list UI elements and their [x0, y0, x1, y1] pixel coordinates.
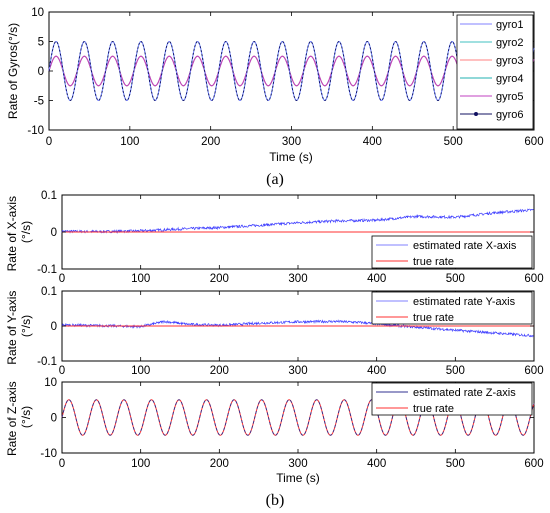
- y-tick-label: -0.1: [37, 264, 57, 276]
- legend-marker-gyro6: [474, 112, 478, 116]
- y-tick-label: -10: [40, 448, 57, 460]
- legend-label-gyro6: gyro6: [496, 109, 524, 121]
- legend: estimated rate X-axis true rate: [371, 235, 533, 269]
- x-tick-label: 200: [210, 458, 229, 470]
- y-tick-label: 0.1: [41, 190, 57, 202]
- y-axis-label: Rate of X-axis (°/s): [5, 193, 33, 272]
- x-tick-label: 100: [131, 273, 150, 285]
- x-axis-rate-chart: 0 100 200 300 400 500 600 -0.1 0 0.1 Rat…: [5, 190, 544, 285]
- x-tick-label: 300: [288, 273, 307, 285]
- x-tick-label: 400: [363, 136, 382, 148]
- x-tick-label: 300: [282, 136, 301, 148]
- x-tick-label: 400: [367, 365, 386, 377]
- y-tick-labels: -0.1 0 0.1: [37, 286, 57, 368]
- y-axis-label: Rate of Y-axis (°/s): [5, 287, 33, 364]
- legend-label-gyro4: gyro4: [496, 73, 524, 85]
- z-axis-rate-chart: 0 100 200 300 400 500 600 -10 0 10 Time …: [5, 377, 544, 509]
- y-tick-label: -0.1: [37, 356, 57, 368]
- series-line-gyro5: [48, 55, 535, 87]
- x-tick-label: 200: [210, 365, 229, 377]
- legend-box: [456, 14, 534, 130]
- y-axis-label-line2: (°/s): [19, 315, 33, 337]
- x-tick-label: 500: [444, 136, 463, 148]
- sublabel-a: (a): [266, 171, 284, 188]
- x-tick-label: 0: [59, 458, 65, 470]
- legend-label-true: true rate: [413, 256, 454, 268]
- x-tick-label: 500: [446, 458, 465, 470]
- x-tick-label: 600: [524, 273, 543, 285]
- legend-box: [371, 382, 533, 416]
- series-line-estimated-rate: [61, 319, 534, 338]
- gyro-rate-chart: 0 100 200 300 400 500 600 -10 -5 0 5 10 …: [6, 7, 544, 188]
- y-tick-label: 5: [38, 37, 44, 49]
- x-tick-label: 0: [59, 365, 65, 377]
- sublabel-b: (b): [266, 492, 285, 509]
- legend-box: [371, 235, 533, 269]
- y-tick-label: 10: [44, 377, 57, 389]
- x-tick-labels: 0 100 200 300 400 500 600: [59, 365, 544, 377]
- x-tick-label: 400: [367, 458, 386, 470]
- y-axis-rate-chart: 0 100 200 300 400 500 600 -0.1 0 0.1 Rat…: [5, 286, 544, 377]
- series-layer: [61, 194, 535, 270]
- x-axis-label: Time (s): [276, 471, 320, 485]
- x-tick-label: 600: [524, 365, 543, 377]
- y-tick-labels: -10 -5 0 5 10: [27, 7, 44, 137]
- legend: estimated rate Z-axis true rate: [371, 382, 533, 416]
- y-tick-label: 0: [38, 66, 44, 78]
- x-tick-label: 400: [367, 273, 386, 285]
- y-tick-label: -5: [34, 96, 44, 108]
- y-tick-label: 0: [51, 227, 57, 239]
- x-tick-label: 100: [120, 136, 139, 148]
- x-tick-label: 0: [46, 136, 52, 148]
- series-line-estimated-rate: [61, 208, 534, 234]
- y-axis-label-line2: (°/s): [19, 406, 33, 428]
- y-tick-label: -10: [27, 125, 44, 137]
- legend-label-true: true rate: [413, 312, 454, 324]
- x-tick-label: 0: [59, 273, 65, 285]
- x-tick-label: 600: [524, 136, 543, 148]
- legend-label-estimated: estimated rate Z-axis: [413, 387, 516, 399]
- y-axis-label: Rate of Z-axis (°/s): [5, 378, 33, 456]
- plot-frame: [48, 11, 535, 131]
- y-axis-label-line1: Rate of Z-axis: [5, 381, 19, 456]
- x-tick-label: 300: [288, 365, 307, 377]
- legend-label-gyro5: gyro5: [496, 91, 524, 103]
- legend-label-gyro2: gyro2: [496, 37, 524, 49]
- x-tick-labels: 0 100 200 300 400 500 600: [46, 136, 544, 148]
- y-axis-label-line1: Rate of X-axis: [5, 196, 19, 271]
- y-tick-label: 0: [51, 321, 57, 333]
- x-tick-label: 200: [210, 273, 229, 285]
- y-tick-label: 0: [51, 413, 57, 425]
- legend: estimated rate Y-axis true rate: [371, 291, 533, 325]
- x-axis-label: Time (s): [269, 150, 313, 164]
- legend-label-true: true rate: [413, 403, 454, 415]
- y-tick-labels: -10 0 10: [40, 377, 57, 460]
- x-tick-label: 100: [131, 365, 150, 377]
- y-axis-label: Rate of Gyros(°/s): [6, 23, 20, 119]
- y-axis-label-line2: (°/s): [19, 221, 33, 243]
- x-tick-labels: 0 100 200 300 400 500 600: [59, 458, 544, 470]
- y-tick-label: 10: [31, 7, 44, 19]
- x-tick-label: 600: [524, 458, 543, 470]
- x-tick-label: 200: [201, 136, 220, 148]
- series-layer: [48, 11, 535, 131]
- x-tick-label: 500: [446, 365, 465, 377]
- legend-label-estimated: estimated rate Y-axis: [413, 296, 516, 308]
- x-tick-label: 500: [446, 273, 465, 285]
- legend: gyro1 gyro2 gyro3 gyro4 gyro5 gyro6: [456, 14, 534, 130]
- legend-box: [371, 291, 533, 325]
- series-line-estimated-rate: [61, 399, 535, 436]
- legend-label-gyro3: gyro3: [496, 55, 524, 67]
- y-tick-label: 0.1: [41, 286, 57, 298]
- legend-label-gyro1: gyro1: [496, 19, 524, 31]
- x-tick-label: 100: [131, 458, 150, 470]
- y-tick-labels: -0.1 0 0.1: [37, 190, 57, 276]
- y-axis-label-line1: Rate of Y-axis: [5, 291, 19, 365]
- x-tick-label: 300: [288, 458, 307, 470]
- legend-label-estimated: estimated rate X-axis: [413, 240, 517, 252]
- series-line-gyro6: [48, 41, 535, 101]
- x-tick-labels: 0 100 200 300 400 500 600: [59, 273, 544, 285]
- tick-marks: [61, 381, 535, 454]
